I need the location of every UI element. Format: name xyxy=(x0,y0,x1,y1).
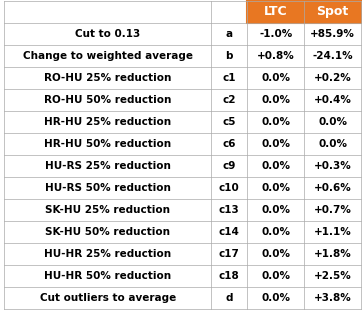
Text: +0.6%: +0.6% xyxy=(314,183,352,193)
Text: HR-HU 50% reduction: HR-HU 50% reduction xyxy=(44,139,172,149)
Text: -1.0%: -1.0% xyxy=(259,29,292,39)
Text: b: b xyxy=(226,51,233,61)
Text: HU-RS 25% reduction: HU-RS 25% reduction xyxy=(45,161,171,171)
Text: c13: c13 xyxy=(219,205,240,215)
FancyBboxPatch shape xyxy=(4,199,361,221)
Text: HU-HR 50% reduction: HU-HR 50% reduction xyxy=(44,271,172,281)
Text: 0.0%: 0.0% xyxy=(261,95,290,105)
FancyBboxPatch shape xyxy=(4,155,361,177)
Text: c6: c6 xyxy=(223,139,236,149)
Text: RO-HU 25% reduction: RO-HU 25% reduction xyxy=(44,73,172,83)
Text: SK-HU 25% reduction: SK-HU 25% reduction xyxy=(45,205,171,215)
FancyBboxPatch shape xyxy=(4,133,361,155)
Text: a: a xyxy=(226,29,233,39)
Text: +0.3%: +0.3% xyxy=(314,161,352,171)
Text: Cut to 0.13: Cut to 0.13 xyxy=(75,29,140,39)
FancyBboxPatch shape xyxy=(4,287,361,309)
FancyBboxPatch shape xyxy=(4,177,361,199)
FancyBboxPatch shape xyxy=(4,221,361,243)
FancyBboxPatch shape xyxy=(4,67,361,89)
Text: +2.5%: +2.5% xyxy=(314,271,352,281)
Text: HU-RS 50% reduction: HU-RS 50% reduction xyxy=(45,183,171,193)
Text: +85.9%: +85.9% xyxy=(310,29,355,39)
Text: 0.0%: 0.0% xyxy=(261,271,290,281)
FancyBboxPatch shape xyxy=(4,111,361,133)
Text: Spot: Spot xyxy=(317,5,349,18)
FancyBboxPatch shape xyxy=(4,45,361,67)
FancyBboxPatch shape xyxy=(4,243,361,265)
Text: c17: c17 xyxy=(219,249,240,259)
Text: c18: c18 xyxy=(219,271,240,281)
Text: c1: c1 xyxy=(223,73,236,83)
Text: +0.7%: +0.7% xyxy=(314,205,352,215)
Text: d: d xyxy=(226,293,233,303)
Text: 0.0%: 0.0% xyxy=(261,161,290,171)
FancyBboxPatch shape xyxy=(304,1,361,23)
Text: +3.8%: +3.8% xyxy=(314,293,352,303)
FancyBboxPatch shape xyxy=(247,1,304,23)
Text: 0.0%: 0.0% xyxy=(318,139,347,149)
Text: RO-HU 50% reduction: RO-HU 50% reduction xyxy=(44,95,172,105)
Text: -24.1%: -24.1% xyxy=(312,51,353,61)
FancyBboxPatch shape xyxy=(4,1,361,23)
Text: +0.2%: +0.2% xyxy=(314,73,352,83)
Text: 0.0%: 0.0% xyxy=(318,117,347,127)
Text: Change to weighted average: Change to weighted average xyxy=(23,51,193,61)
Text: HU-HR 25% reduction: HU-HR 25% reduction xyxy=(44,249,172,259)
Text: 0.0%: 0.0% xyxy=(261,249,290,259)
Text: c14: c14 xyxy=(219,227,240,237)
Text: 0.0%: 0.0% xyxy=(261,139,290,149)
Text: +0.8%: +0.8% xyxy=(257,51,295,61)
Text: HR-HU 25% reduction: HR-HU 25% reduction xyxy=(44,117,172,127)
Text: 0.0%: 0.0% xyxy=(261,183,290,193)
Text: +1.1%: +1.1% xyxy=(314,227,352,237)
Text: +0.4%: +0.4% xyxy=(314,95,352,105)
FancyBboxPatch shape xyxy=(4,23,361,45)
Text: Cut outliers to average: Cut outliers to average xyxy=(40,293,176,303)
Text: SK-HU 50% reduction: SK-HU 50% reduction xyxy=(45,227,171,237)
Text: 0.0%: 0.0% xyxy=(261,73,290,83)
Text: c9: c9 xyxy=(223,161,236,171)
Text: c5: c5 xyxy=(223,117,236,127)
Text: 0.0%: 0.0% xyxy=(261,293,290,303)
Text: c10: c10 xyxy=(219,183,240,193)
FancyBboxPatch shape xyxy=(4,89,361,111)
Text: 0.0%: 0.0% xyxy=(261,227,290,237)
Text: 0.0%: 0.0% xyxy=(261,205,290,215)
Text: LTC: LTC xyxy=(264,5,287,18)
Text: 0.0%: 0.0% xyxy=(261,117,290,127)
Text: +1.8%: +1.8% xyxy=(314,249,352,259)
Text: c2: c2 xyxy=(223,95,236,105)
FancyBboxPatch shape xyxy=(4,265,361,287)
